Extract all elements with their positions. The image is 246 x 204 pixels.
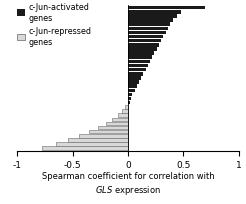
Bar [89,130,128,134]
Bar [128,40,161,43]
Bar [128,7,205,10]
Bar [68,139,128,142]
Bar [128,52,154,56]
Bar [128,27,168,31]
Bar [128,89,135,93]
Bar [128,73,143,76]
Bar [128,15,177,19]
Bar [128,36,163,39]
Bar [118,114,128,117]
Bar [128,11,181,14]
Bar [42,147,128,150]
Bar [128,48,157,51]
Bar [128,93,132,97]
Bar [128,60,150,64]
Legend: c-Jun-activated
genes, c-Jun-repressed
genes: c-Jun-activated genes, c-Jun-repressed g… [17,3,92,47]
Bar [79,134,128,138]
Bar [128,85,137,89]
Bar [128,101,130,105]
Bar [128,56,152,60]
Bar [106,122,128,125]
Bar [56,143,128,146]
Bar [128,97,131,101]
Bar [128,32,166,35]
Bar [98,126,128,130]
Bar [112,118,128,121]
Bar [125,106,128,109]
Bar [128,19,173,23]
Bar [128,81,139,84]
Text: $\it{GLS}$ expression: $\it{GLS}$ expression [95,183,161,196]
Bar [128,69,146,72]
Bar [123,110,128,113]
Text: Spearman coefficient for correlation with: Spearman coefficient for correlation wit… [42,171,214,180]
Bar [128,44,159,47]
Bar [128,23,170,27]
Bar [128,77,141,80]
Bar [128,64,148,68]
